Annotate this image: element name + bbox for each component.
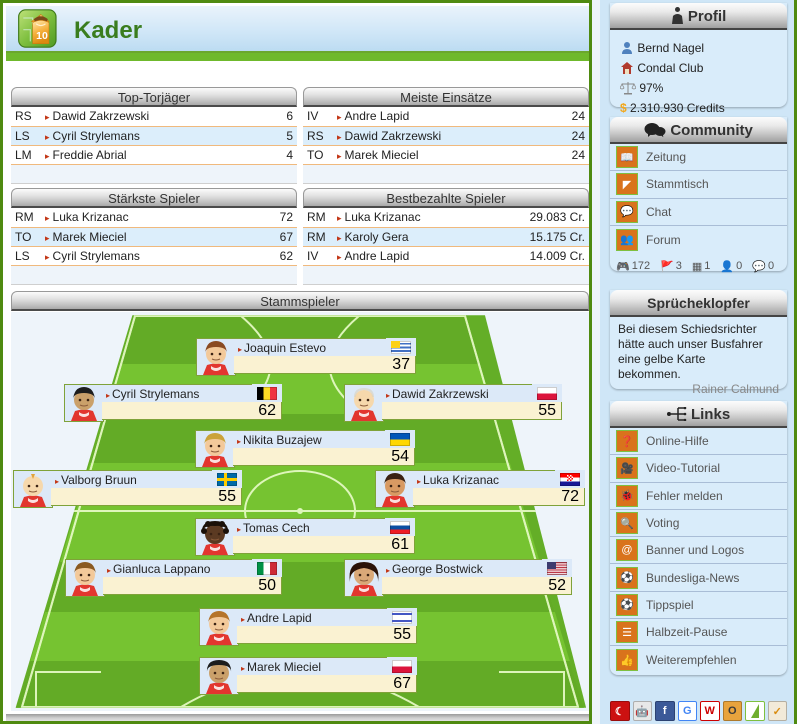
svg-text:10: 10 [36,30,48,42]
